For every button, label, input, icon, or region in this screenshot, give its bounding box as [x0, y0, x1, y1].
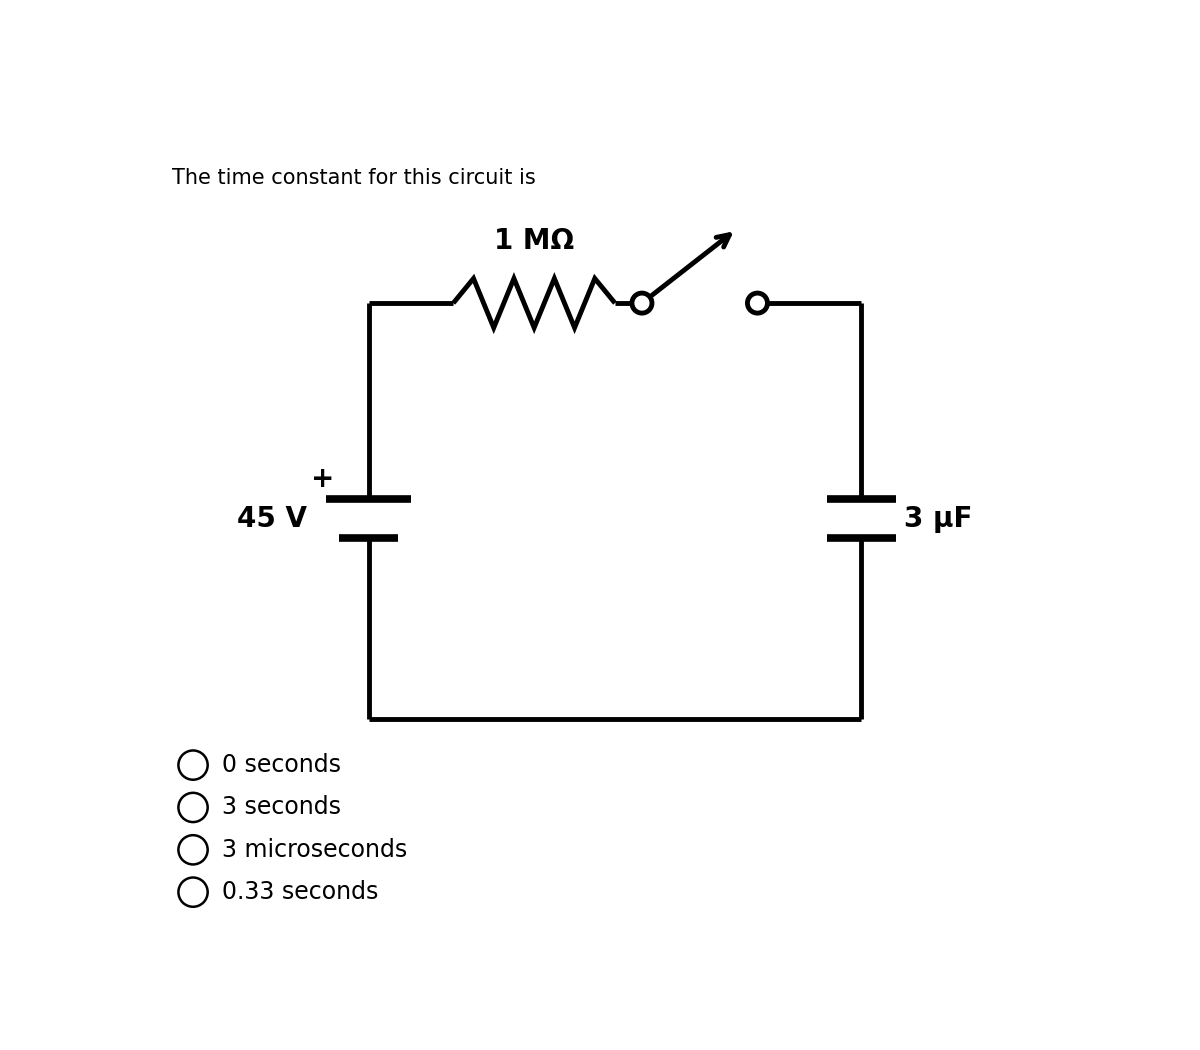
Text: 0.33 seconds: 0.33 seconds — [222, 880, 378, 904]
Text: +: + — [311, 465, 334, 492]
Text: 0 seconds: 0 seconds — [222, 753, 341, 777]
Text: 3 μF: 3 μF — [904, 505, 972, 532]
Text: 3 seconds: 3 seconds — [222, 796, 341, 819]
Text: 1 MΩ: 1 MΩ — [494, 228, 575, 255]
Text: 3 microseconds: 3 microseconds — [222, 838, 407, 862]
Text: The time constant for this circuit is: The time constant for this circuit is — [173, 168, 536, 188]
Text: 45 V: 45 V — [238, 505, 307, 532]
